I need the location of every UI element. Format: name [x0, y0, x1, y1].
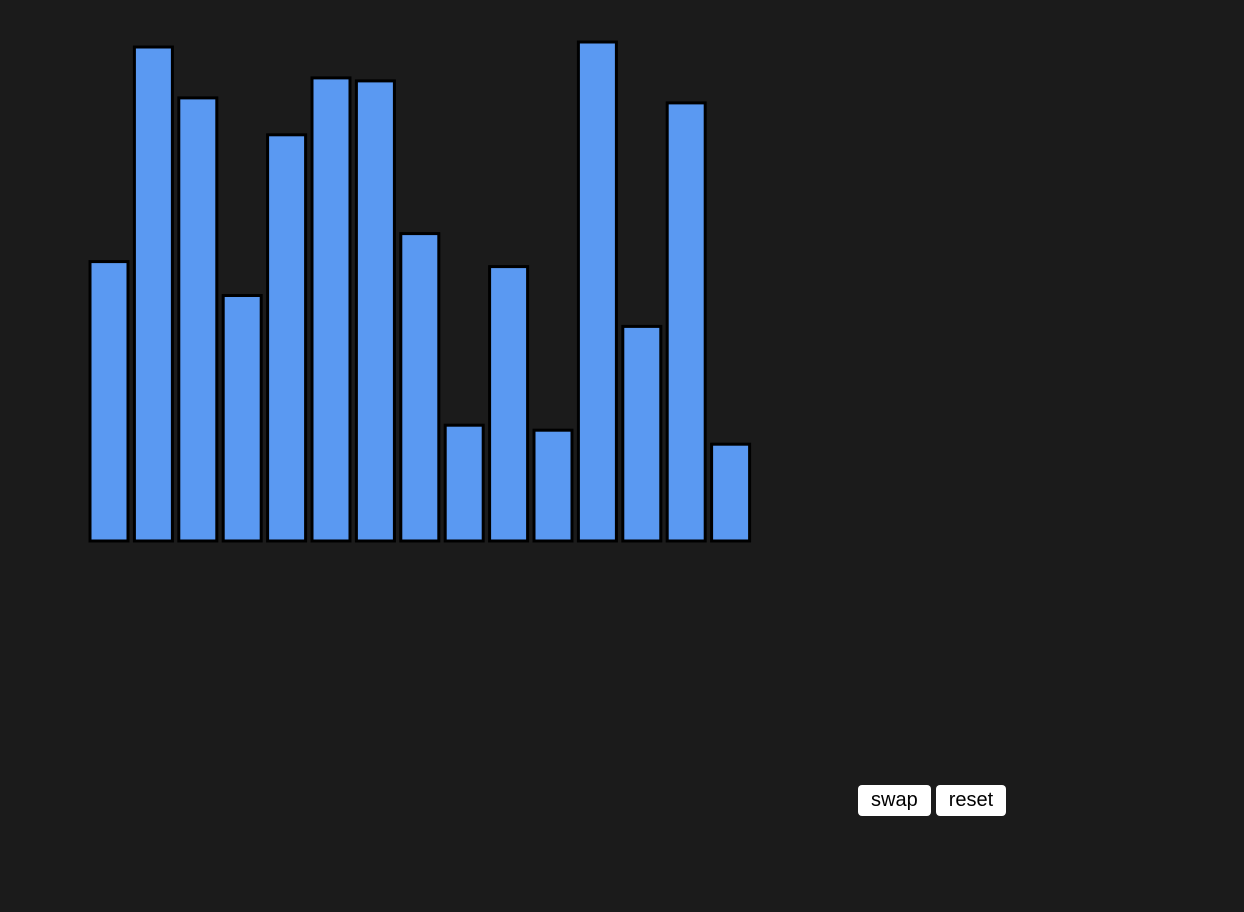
bar-14 — [710, 442, 752, 543]
bar-0 — [88, 260, 130, 543]
bar-1 — [132, 45, 174, 543]
bar-2 — [177, 96, 219, 543]
bar-3 — [221, 294, 263, 543]
bar-8 — [443, 423, 485, 543]
bar-9 — [488, 265, 530, 543]
bar-chart — [88, 40, 752, 543]
bar-13 — [665, 101, 707, 543]
bar-7 — [399, 232, 441, 543]
swap-button[interactable]: swap — [858, 785, 931, 816]
reset-button[interactable]: reset — [935, 785, 1007, 816]
bar-4 — [266, 133, 308, 543]
bar-6 — [354, 79, 396, 543]
bar-10 — [532, 428, 574, 543]
controls: swap reset — [858, 785, 1007, 816]
bar-5 — [310, 76, 352, 543]
bar-12 — [621, 324, 663, 543]
bar-11 — [576, 40, 618, 543]
